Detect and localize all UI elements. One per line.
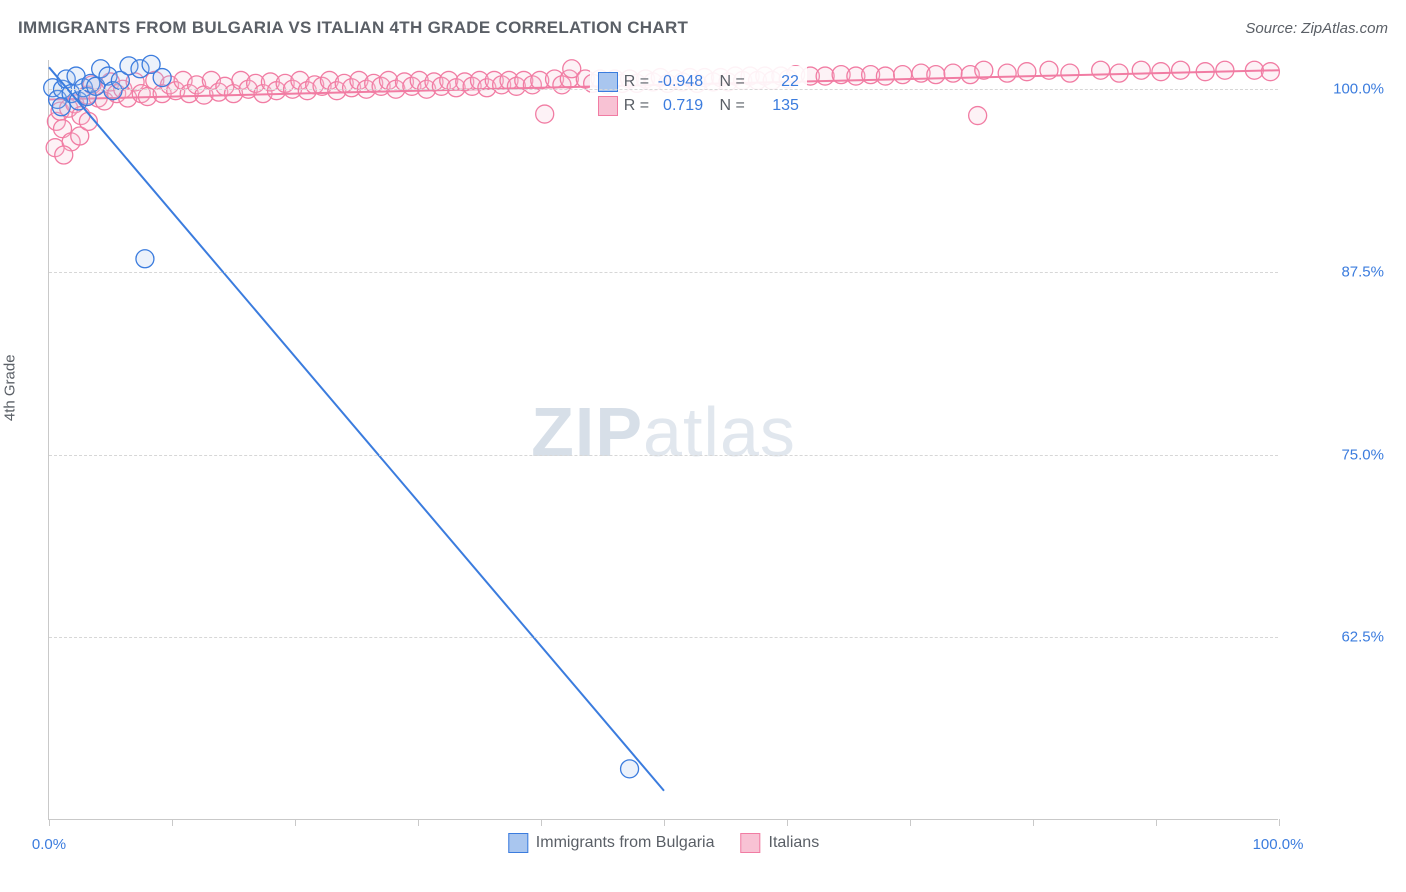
source-name: ZipAtlas.com xyxy=(1301,20,1388,37)
x-tick-mark xyxy=(418,819,419,826)
data-point-italians xyxy=(1261,63,1279,81)
gridline xyxy=(49,89,1278,90)
x-tick-mark xyxy=(1279,819,1280,826)
data-point-italians xyxy=(816,67,834,85)
x-axis-max-label: 100.0% xyxy=(1253,836,1304,853)
y-axis-label: 4th Grade xyxy=(2,354,19,421)
y-tick-label: 87.5% xyxy=(1288,263,1384,280)
data-point-bulgaria xyxy=(52,98,70,116)
swatch-italians-icon xyxy=(741,833,761,853)
n-label: N = xyxy=(720,97,745,115)
data-point-italians xyxy=(1132,61,1150,79)
chart-plot-area: ZIPatlas R = -0.948 N = 22 R = 0.719 N =… xyxy=(48,60,1278,820)
data-point-italians xyxy=(1216,61,1234,79)
data-point-italians xyxy=(1092,61,1110,79)
data-point-italians xyxy=(1152,63,1170,81)
data-point-italians xyxy=(927,66,945,84)
n-value-italians: 135 xyxy=(751,97,799,115)
data-point-italians xyxy=(1061,64,1079,82)
correlation-stats-legend: R = -0.948 N = 22 R = 0.719 N = 135 xyxy=(590,66,807,122)
x-tick-mark xyxy=(664,819,665,826)
x-tick-mark xyxy=(172,819,173,826)
data-point-bulgaria xyxy=(153,69,171,87)
swatch-italians xyxy=(598,96,618,116)
x-tick-mark xyxy=(295,819,296,826)
series-legend: Immigrants from Bulgaria Italians xyxy=(508,833,819,853)
legend-item-bulgaria: Immigrants from Bulgaria xyxy=(508,833,715,853)
x-tick-mark xyxy=(541,819,542,826)
data-point-italians xyxy=(894,66,912,84)
legend-label-italians: Italians xyxy=(769,834,820,852)
data-point-italians xyxy=(1172,61,1190,79)
gridline xyxy=(49,455,1278,456)
data-point-italians xyxy=(55,146,73,164)
swatch-bulgaria-icon xyxy=(508,833,528,853)
trend-line-bulgaria xyxy=(49,67,664,790)
data-point-italians xyxy=(944,64,962,82)
y-tick-label: 62.5% xyxy=(1288,629,1384,646)
gridline xyxy=(49,272,1278,273)
data-point-bulgaria xyxy=(136,250,154,268)
y-tick-label: 75.0% xyxy=(1288,446,1384,463)
stats-row-italians: R = 0.719 N = 135 xyxy=(598,94,799,118)
legend-label-bulgaria: Immigrants from Bulgaria xyxy=(536,834,715,852)
r-value-italians: 0.719 xyxy=(655,97,703,115)
stats-row-bulgaria: R = -0.948 N = 22 xyxy=(598,70,799,94)
source-prefix: Source: xyxy=(1245,20,1301,37)
chart-title: IMMIGRANTS FROM BULGARIA VS ITALIAN 4TH … xyxy=(18,18,688,38)
x-tick-mark xyxy=(787,819,788,826)
data-point-italians xyxy=(1018,63,1036,81)
gridline xyxy=(49,637,1278,638)
legend-item-italians: Italians xyxy=(741,833,820,853)
r-label: R = xyxy=(624,97,649,115)
data-point-italians xyxy=(876,67,894,85)
x-tick-mark xyxy=(49,819,50,826)
data-point-italians xyxy=(998,64,1016,82)
x-tick-mark xyxy=(910,819,911,826)
x-axis-min-label: 0.0% xyxy=(32,836,66,853)
chart-svg xyxy=(49,60,1279,820)
x-tick-mark xyxy=(1156,819,1157,826)
y-tick-label: 100.0% xyxy=(1288,81,1384,98)
data-point-bulgaria xyxy=(621,760,639,778)
data-point-italians xyxy=(969,107,987,125)
data-point-italians xyxy=(536,105,554,123)
x-tick-mark xyxy=(1033,819,1034,826)
source-attribution: Source: ZipAtlas.com xyxy=(1245,20,1388,37)
